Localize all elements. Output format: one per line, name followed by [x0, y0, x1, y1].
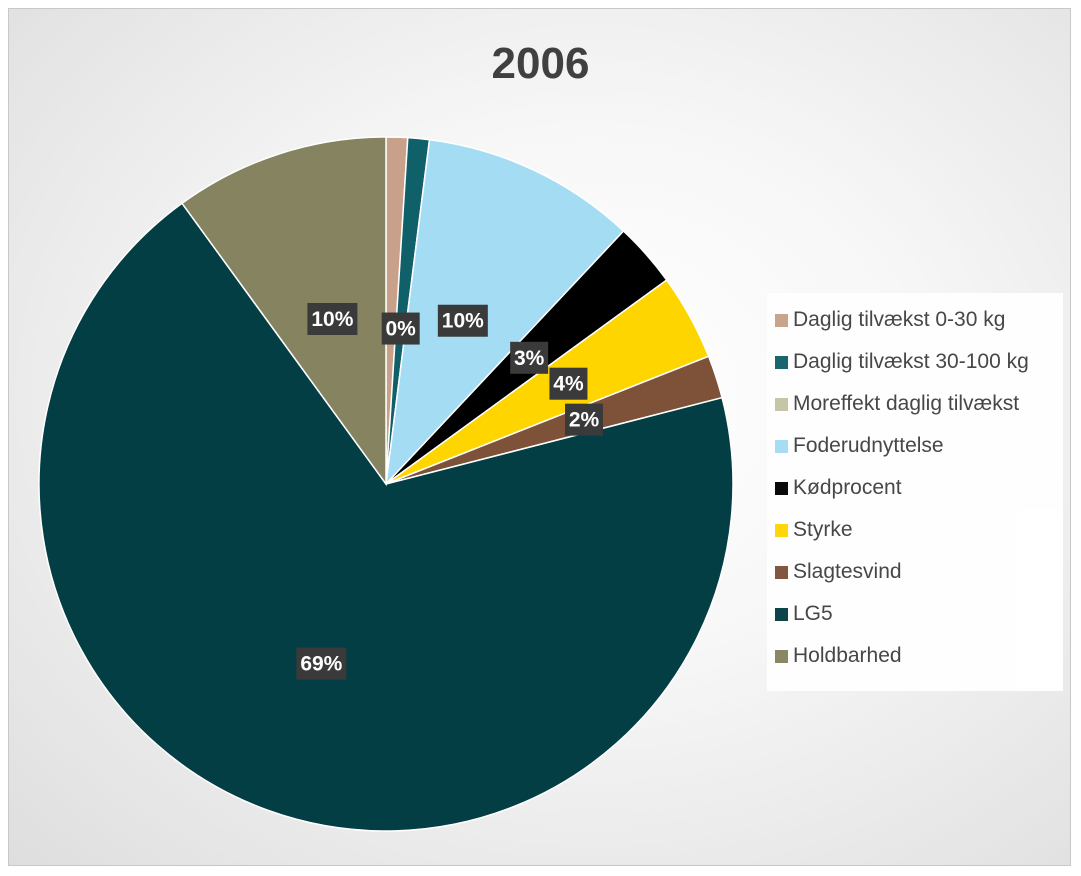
legend-item-holdbarhed: Holdbarhed — [775, 635, 1063, 677]
legend-swatch — [775, 565, 788, 579]
legend-label: Daglig tilvækst 0-30 kg — [793, 308, 1006, 331]
svg-text:0%: 0% — [386, 318, 417, 341]
legend-item-foderudnyttelse: Foderudnyttelse — [775, 425, 1063, 467]
svg-text:69%: 69% — [300, 653, 342, 676]
legend-label: Foderudnyttelse — [793, 434, 944, 457]
svg-text:2%: 2% — [569, 409, 600, 432]
legend-swatch — [775, 355, 788, 369]
data-label-kødprocent: 3% — [510, 341, 549, 374]
legend-swatch — [775, 313, 788, 327]
data-label-holdbarhed: 10% — [307, 302, 358, 335]
data-label-daglig-tilvækst-30-100-kg: 0% — [381, 312, 420, 345]
svg-text:3%: 3% — [514, 347, 545, 370]
legend-swatch — [775, 607, 788, 621]
legend-item-slagtesvind: Slagtesvind — [775, 551, 1063, 593]
legend-swatch — [775, 439, 788, 453]
legend-label: Styrke — [793, 518, 853, 541]
legend: Daglig tilvækst 0-30 kg Daglig tilvækst 3… — [767, 293, 1063, 691]
legend-swatch — [775, 523, 788, 537]
legend-item-styrke: Styrke — [775, 509, 1063, 551]
pie-chart: 0% 10% 3% 4% 2% 69% 10% — [38, 136, 734, 832]
data-label-slagtesvind: 2% — [565, 403, 604, 436]
legend-item-daglig-tilvækst-0-30-kg: Daglig tilvækst 0-30 kg — [775, 299, 1063, 341]
legend-label: LG5 — [793, 602, 833, 625]
chart-title: 2006 — [491, 39, 590, 88]
legend-label: Daglig tilvækst 30-100 kg — [793, 350, 1029, 373]
pie-slice-foderudnyttelse — [384, 138, 625, 487]
legend-label: Slagtesvind — [793, 560, 902, 583]
legend-item-moreffekt-daglig-tilvækst: Moreffekt daglig tilvækst — [775, 383, 1063, 425]
legend-item-lg5: LG5 — [775, 593, 1063, 635]
legend-label: Moreffekt daglig tilvækst — [793, 392, 1020, 415]
svg-text:10%: 10% — [311, 308, 353, 331]
legend-item-daglig-tilvækst-30-100-kg: Daglig tilvækst 30-100 kg — [775, 341, 1063, 383]
chart-area: 2006 0% 10% 3% 4% 2% 69% 10% Daglig tilvækst 0… — [8, 8, 1071, 866]
pie-slice-holdbarhed — [180, 136, 387, 487]
data-label-styrke: 4% — [549, 367, 588, 400]
svg-text:4%: 4% — [553, 373, 584, 396]
data-label-lg5: 69% — [296, 647, 347, 680]
legend-swatch — [775, 397, 788, 411]
legend-label: Kødprocent — [793, 476, 902, 499]
legend-label: Holdbarhed — [793, 644, 902, 667]
legend-swatch — [775, 649, 788, 663]
pie-slice-lg5 — [38, 202, 734, 832]
legend-swatch — [775, 481, 788, 495]
legend-item-kødprocent: Kødprocent — [775, 467, 1063, 509]
svg-text:10%: 10% — [442, 310, 484, 333]
data-label-foderudnyttelse: 10% — [437, 304, 488, 337]
